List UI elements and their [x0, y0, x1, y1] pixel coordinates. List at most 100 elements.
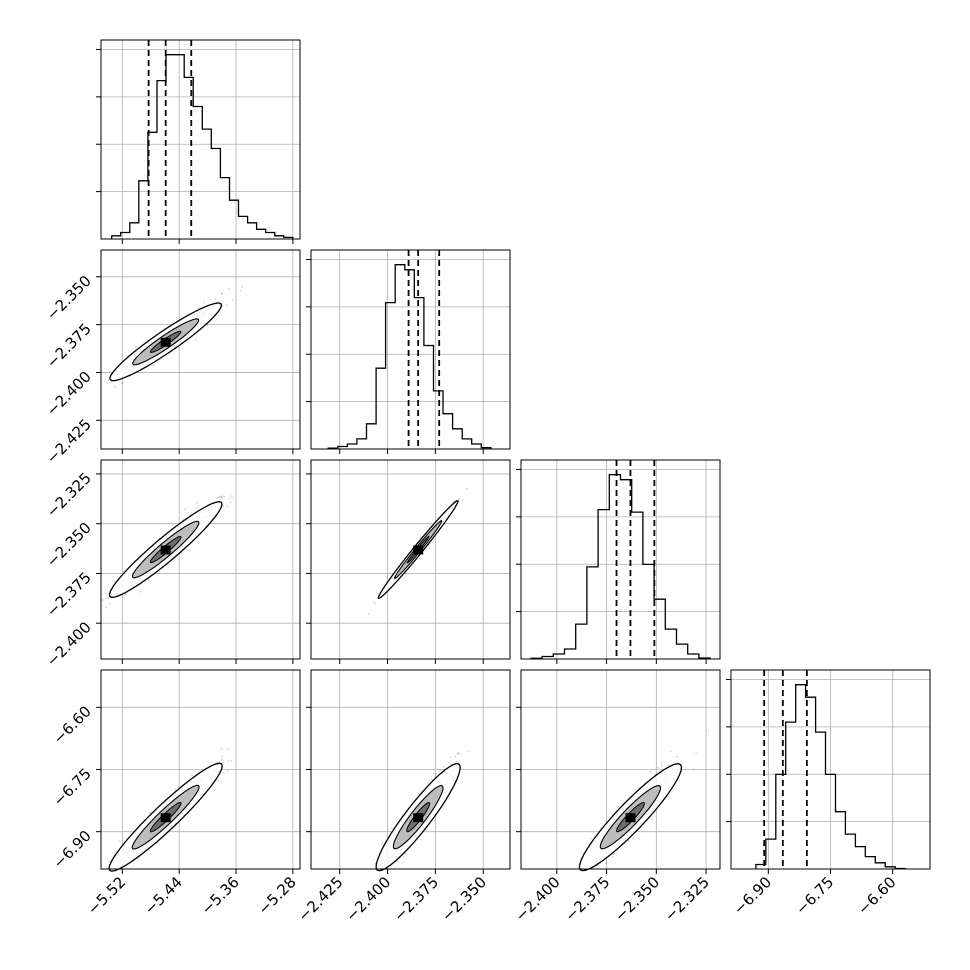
scatter-point [367, 613, 370, 615]
scatter-point [460, 753, 463, 756]
scatter-point [114, 385, 116, 388]
x-tick-label-col2: −2.375 [561, 873, 613, 925]
panel-frame-1-0 [100, 249, 301, 450]
panel-3-0 [96, 670, 300, 874]
scatter-point [109, 602, 112, 605]
scatter-point [431, 778, 434, 781]
histogram-3 [755, 684, 906, 870]
x-tick-label-col3: −6.75 [792, 873, 837, 918]
scatter-point [222, 762, 225, 765]
scatter-point [649, 771, 652, 773]
y-tick-label-row2: −2.400 [43, 618, 95, 670]
scatter-point [107, 860, 110, 862]
y-tick-label-row3: −6.90 [50, 827, 95, 872]
scatter-point [227, 747, 229, 750]
scatter-point [676, 755, 678, 758]
density-peak [160, 813, 171, 823]
scatter-point [231, 299, 234, 302]
scatter-point [113, 850, 116, 853]
scatter-point [216, 761, 219, 764]
scatter-point [107, 865, 110, 867]
scatter-point [184, 508, 187, 511]
panel-frame-2-2 [520, 459, 721, 660]
y-tick-label-row3: −6.75 [50, 765, 95, 810]
y-tick-label-row2: −2.350 [43, 519, 95, 571]
x-tick-label-col1: −2.400 [342, 873, 394, 925]
scatter-point [122, 381, 125, 384]
scatter-point [461, 499, 463, 501]
scatter-point [239, 290, 242, 292]
panel-frame-3-2 [520, 669, 721, 870]
scatter-point [195, 506, 198, 509]
scatter-point [220, 748, 223, 750]
scatter-point [651, 818, 654, 821]
scatter-point [174, 788, 177, 791]
scatter-point [101, 599, 104, 601]
scatter-point [194, 338, 197, 341]
scatter-point [390, 827, 393, 830]
panel-2-0 [96, 460, 300, 664]
y-tick-label-row2: −2.325 [43, 469, 95, 521]
x-tick-label-col0: −5.28 [254, 873, 299, 918]
scatter-point [220, 292, 223, 295]
scatter-point [227, 760, 230, 763]
scatter-point [627, 840, 630, 843]
scatter-point [219, 495, 222, 498]
scatter-point [661, 764, 663, 767]
scatter-point [454, 755, 456, 758]
scatter-point [449, 756, 452, 759]
scatter-point [107, 596, 109, 599]
x-tick-label-col1: −2.425 [295, 873, 347, 925]
scatter-point [657, 767, 659, 769]
scatter-point [692, 768, 695, 771]
scatter-point [220, 758, 223, 760]
density-peak [413, 813, 424, 823]
scatter-point [456, 752, 458, 755]
scatter-point [139, 590, 142, 593]
scatter-point [649, 770, 652, 773]
panel-1-1 [306, 250, 510, 454]
scatter-point [148, 812, 151, 814]
scatter-point [442, 766, 445, 768]
scatter-point [241, 286, 243, 288]
scatter-point [118, 840, 121, 843]
scatter-point [198, 306, 201, 309]
panel-3-3 [726, 670, 930, 874]
scatter-point [137, 858, 140, 861]
density-peak [160, 337, 171, 347]
scatter-point [427, 782, 430, 785]
scatter-point [106, 382, 109, 385]
density-peak [625, 813, 636, 823]
scatter-point [611, 856, 614, 858]
scatter-point [105, 593, 108, 596]
scatter-point [660, 761, 663, 764]
x-tick-label-col1: −2.350 [438, 873, 490, 925]
panel-3-2 [516, 670, 720, 874]
scatter-point [223, 496, 226, 498]
panel-0-0 [96, 40, 300, 244]
scatter-point [134, 345, 137, 348]
scatter-point [229, 501, 232, 504]
scatter-point [124, 592, 127, 595]
scatter-point [435, 773, 437, 776]
density-peak [413, 545, 424, 555]
y-tick-label-row2: −2.375 [43, 569, 95, 621]
y-tick-label-row1: −2.350 [43, 272, 95, 324]
scatter-point [457, 761, 460, 764]
scatter-point [219, 759, 222, 762]
density-peak [160, 545, 171, 555]
scatter-point [196, 501, 198, 504]
panel-3-1 [306, 670, 510, 874]
panel-frame-2-0 [100, 459, 301, 660]
scatter-point [206, 324, 209, 327]
scatter-point [225, 304, 228, 307]
scatter-point [220, 496, 223, 499]
scatter-point [228, 497, 231, 500]
scatter-point [613, 852, 616, 855]
scatter-point [217, 496, 220, 499]
panel-frame-3-1 [310, 669, 511, 870]
scatter-point [221, 292, 224, 295]
panel-frame-1-1 [310, 249, 511, 450]
scatter-point [202, 301, 205, 304]
